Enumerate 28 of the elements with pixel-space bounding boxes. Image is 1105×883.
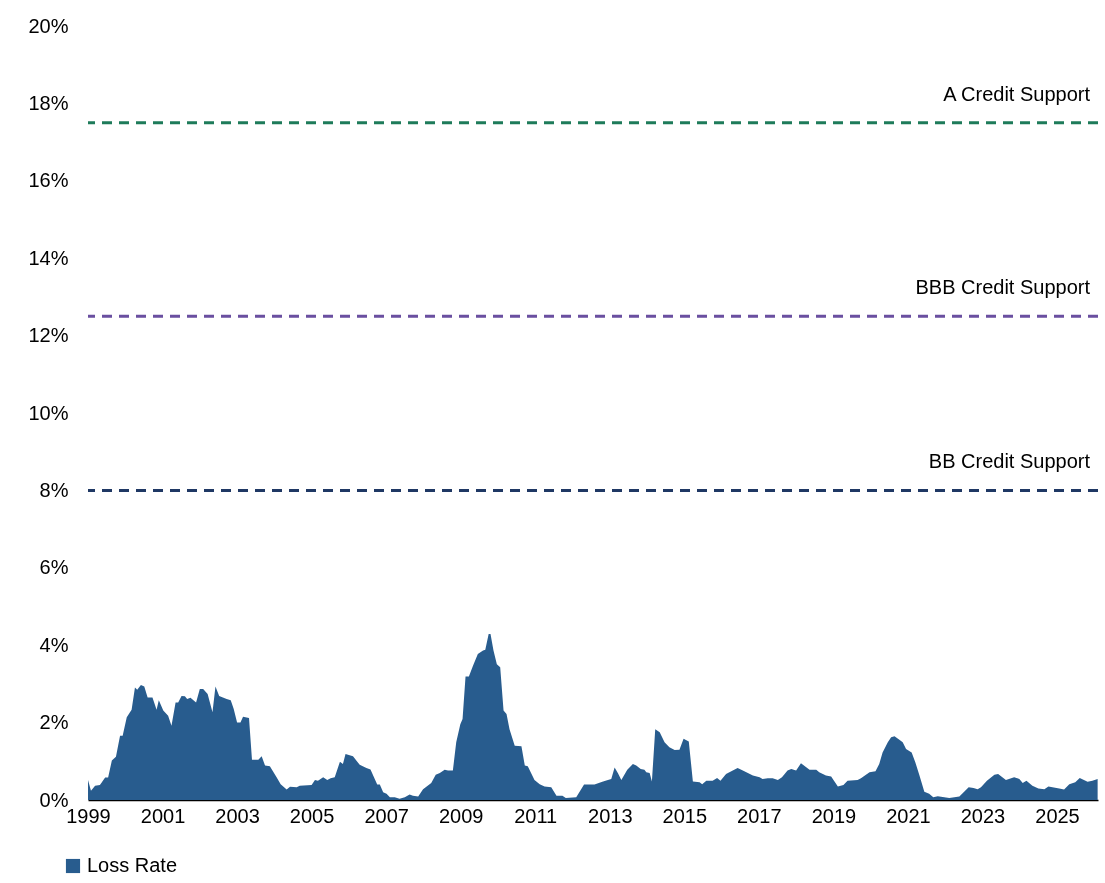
y-tick-label: 18% xyxy=(28,91,69,114)
x-tick-label: 2023 xyxy=(960,804,1006,827)
y-tick-label: 4% xyxy=(39,633,69,656)
ref-line-label: A Credit Support xyxy=(943,82,1091,105)
y-tick-label: 2% xyxy=(39,711,69,734)
x-tick-label: 2025 xyxy=(1035,804,1080,827)
y-tick-label: 12% xyxy=(28,324,69,347)
y-tick-label: 16% xyxy=(28,169,69,192)
y-tick-label: 6% xyxy=(39,556,69,579)
x-tick-label: 2003 xyxy=(215,804,260,827)
y-tick-label: 0% xyxy=(39,788,69,811)
x-tick-label: 2015 xyxy=(662,804,708,827)
ref-line-label: BBB Credit Support xyxy=(915,276,1091,299)
y-tick-label: 8% xyxy=(39,478,69,501)
y-tick-label: 10% xyxy=(28,401,69,424)
x-tick-label: 2017 xyxy=(737,804,782,827)
x-tick-label: 2007 xyxy=(364,804,409,827)
legend-label: Loss Rate xyxy=(87,854,178,876)
y-tick-label: 14% xyxy=(28,246,69,269)
x-tick-label: 2013 xyxy=(588,804,633,827)
ref-line-label: BB Credit Support xyxy=(928,450,1091,473)
x-tick-label: 2011 xyxy=(514,804,558,827)
x-tick-label: 2001 xyxy=(140,804,186,827)
y-tick-label: 20% xyxy=(28,14,69,37)
x-tick-label: 2019 xyxy=(811,804,857,827)
x-tick-label: 2005 xyxy=(289,804,335,827)
x-tick-label: 2009 xyxy=(438,804,484,827)
x-tick-label: 2021 xyxy=(886,804,931,827)
